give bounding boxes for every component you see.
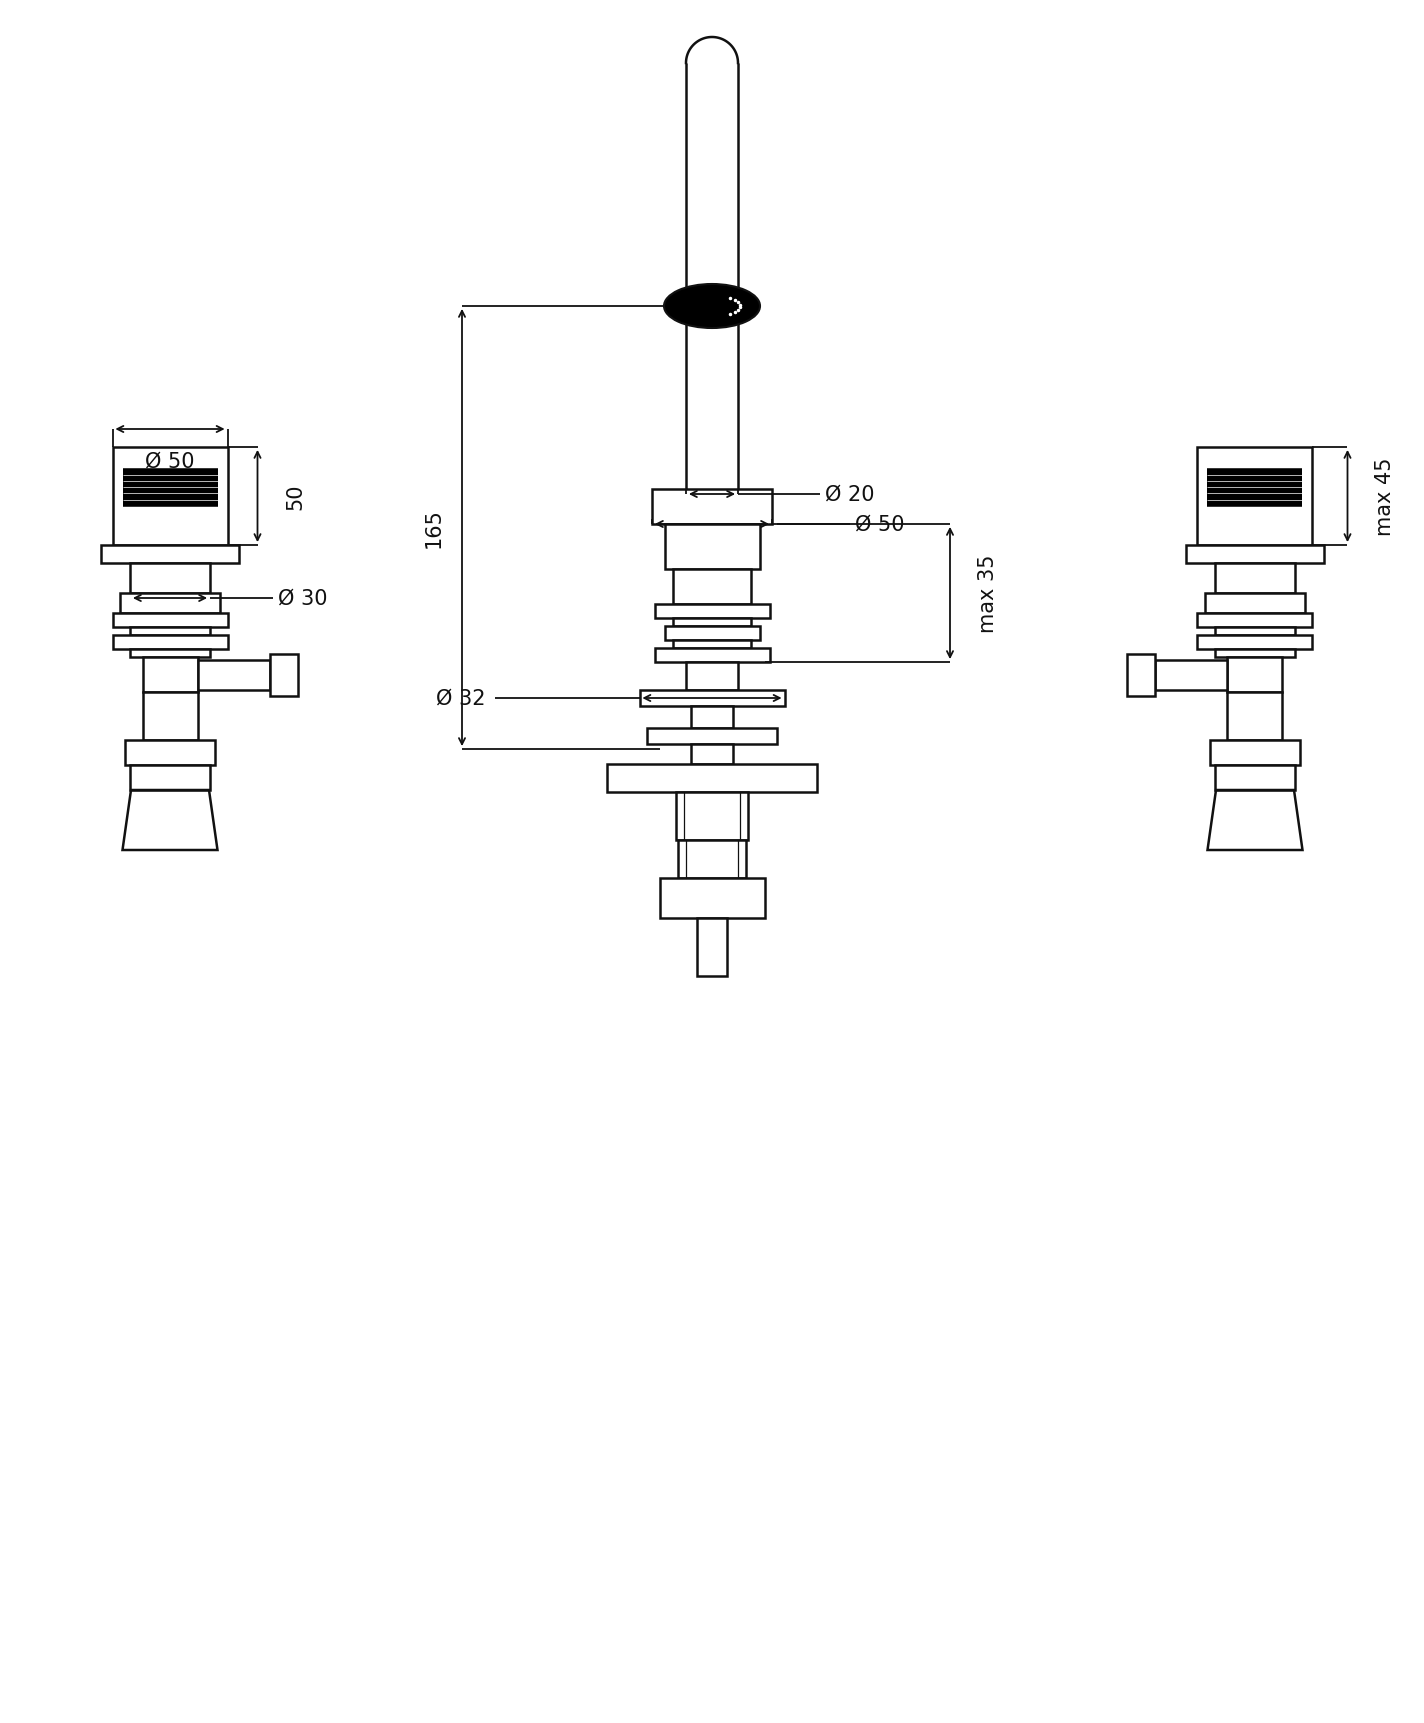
Bar bbox=[652, 489, 772, 526]
Text: max 35: max 35 bbox=[978, 555, 998, 632]
Bar bbox=[665, 526, 759, 570]
Bar bbox=[142, 693, 198, 741]
Bar bbox=[130, 627, 209, 636]
Bar bbox=[130, 650, 209, 658]
Bar bbox=[101, 546, 239, 563]
Bar bbox=[655, 605, 769, 619]
Bar bbox=[696, 918, 728, 977]
Bar bbox=[655, 648, 769, 663]
Bar bbox=[122, 469, 218, 507]
Text: Ø 50: Ø 50 bbox=[145, 451, 195, 472]
Text: 50: 50 bbox=[285, 484, 306, 510]
Bar bbox=[1215, 765, 1294, 791]
Text: Ø 30: Ø 30 bbox=[278, 589, 328, 608]
Bar bbox=[1215, 563, 1294, 594]
Bar bbox=[112, 613, 228, 627]
Ellipse shape bbox=[664, 284, 760, 329]
Bar bbox=[691, 744, 733, 765]
Bar bbox=[130, 563, 209, 594]
Bar bbox=[142, 658, 198, 693]
Text: Ø 20: Ø 20 bbox=[824, 484, 874, 505]
Bar bbox=[1205, 594, 1304, 613]
Bar bbox=[665, 627, 759, 641]
Bar bbox=[674, 641, 750, 648]
Bar bbox=[1198, 636, 1313, 650]
Bar bbox=[1186, 546, 1324, 563]
Bar bbox=[686, 663, 738, 691]
Text: max 45: max 45 bbox=[1376, 458, 1396, 536]
Bar bbox=[678, 841, 746, 879]
Text: 165: 165 bbox=[424, 508, 444, 548]
Bar bbox=[125, 741, 215, 765]
Bar bbox=[112, 636, 228, 650]
Bar bbox=[674, 570, 750, 605]
Bar bbox=[198, 660, 269, 691]
Bar bbox=[1198, 448, 1313, 546]
Bar bbox=[130, 765, 209, 791]
Bar bbox=[1155, 660, 1227, 691]
Text: Ø 50: Ø 50 bbox=[854, 515, 904, 534]
Bar bbox=[1208, 469, 1303, 507]
Bar bbox=[639, 691, 785, 706]
Bar bbox=[1215, 650, 1294, 658]
Bar bbox=[1128, 655, 1155, 696]
Bar bbox=[646, 729, 778, 744]
Bar bbox=[674, 619, 750, 627]
Text: Ø 32: Ø 32 bbox=[436, 689, 486, 708]
Bar bbox=[1210, 741, 1300, 765]
Bar bbox=[112, 448, 228, 546]
Bar bbox=[1227, 693, 1283, 741]
Bar bbox=[1198, 613, 1313, 627]
Bar bbox=[1215, 627, 1294, 636]
Bar bbox=[691, 706, 733, 729]
Bar bbox=[676, 793, 748, 841]
Bar bbox=[1227, 658, 1283, 693]
Bar bbox=[607, 765, 817, 793]
Bar bbox=[120, 594, 219, 613]
Bar bbox=[269, 655, 298, 696]
Bar bbox=[659, 879, 765, 918]
